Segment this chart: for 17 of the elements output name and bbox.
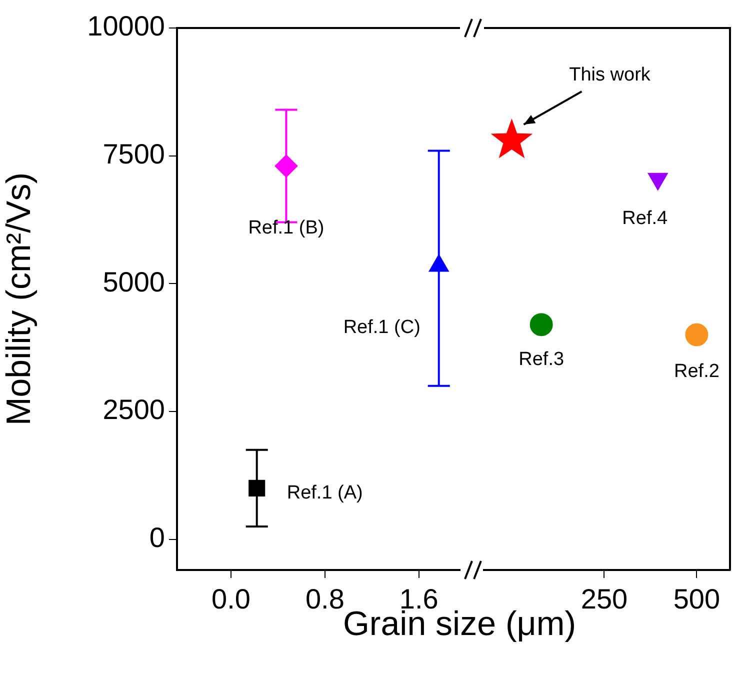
- series-label: Ref.2: [674, 361, 720, 382]
- y-tick-label: 10000: [87, 10, 165, 42]
- y-axis-title: Mobility (cm²/Vs): [0, 172, 38, 426]
- y-tick-label: 2500: [102, 394, 165, 426]
- series-label: Ref.4: [622, 208, 668, 230]
- x-tick-label: 0.0: [212, 584, 250, 615]
- y-tick-label: 7500: [102, 138, 165, 170]
- series-label: Ref.3: [518, 348, 564, 370]
- y-tick-label: 0: [149, 522, 165, 554]
- x-tick-label: 0.8: [305, 584, 344, 615]
- x-tick-label: 250: [580, 584, 628, 615]
- text: Ref.1 (C): [343, 317, 420, 338]
- y-tick-label: 5000: [102, 266, 165, 298]
- x-tick-label: 500: [673, 584, 720, 615]
- text: Ref.1 (B): [248, 217, 324, 238]
- text: This work: [569, 64, 651, 86]
- series-label: Ref.1 (A): [286, 482, 363, 504]
